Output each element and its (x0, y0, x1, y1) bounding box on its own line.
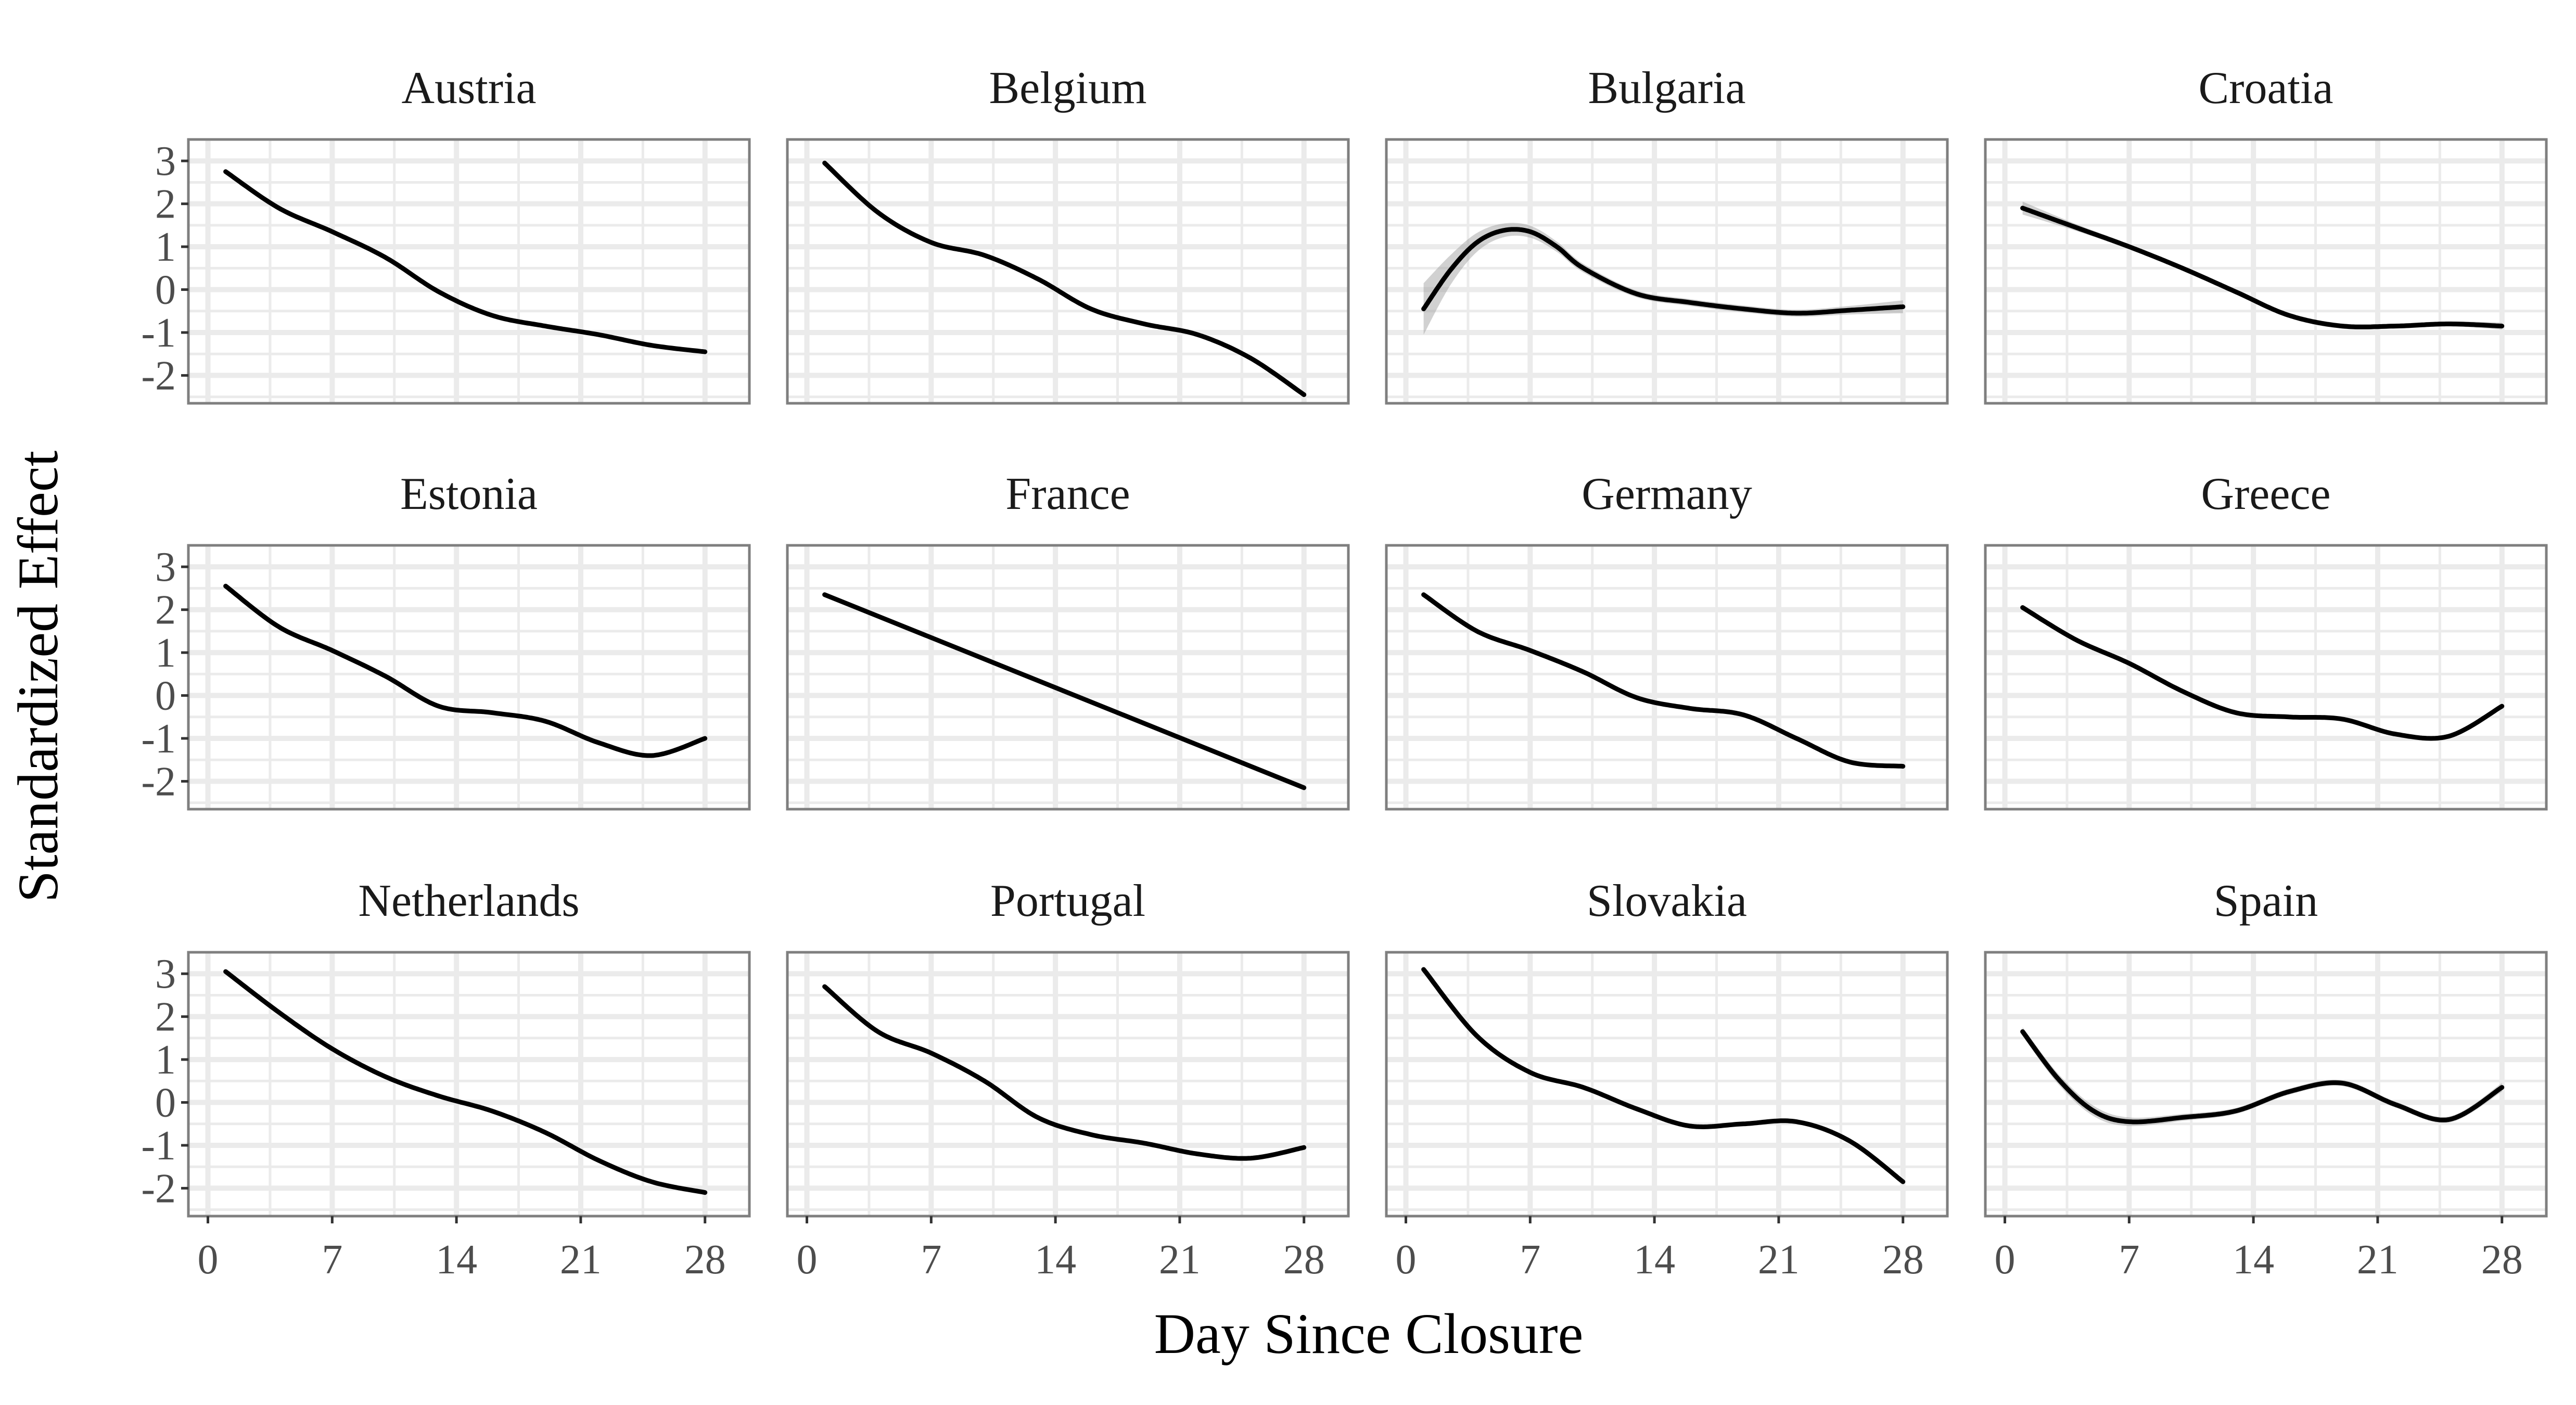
x-tick-label: 21 (2357, 1237, 2399, 1283)
panel-france: France (786, 469, 1350, 811)
y-tick-label: 1 (155, 630, 176, 676)
panel-border (786, 544, 1350, 811)
x-tick-label: 0 (797, 1237, 818, 1283)
effect-line (2020, 605, 2505, 741)
y-tick-label: -2 (141, 1166, 176, 1211)
panel-greece: Greece (1984, 469, 2548, 811)
y-tick-label: 2 (155, 587, 176, 633)
effect-line (1421, 592, 1906, 769)
x-tick-label: 0 (1396, 1237, 1417, 1283)
panel-title: Netherlands (358, 876, 579, 926)
panel-border (187, 138, 751, 405)
x-tick-label: 28 (1283, 1237, 1325, 1283)
panel-border (1984, 951, 2548, 1218)
panel-border (187, 951, 751, 1218)
effect-line (822, 592, 1307, 790)
panel-title: Portugal (990, 876, 1145, 926)
panel-title: Belgium (989, 63, 1146, 113)
effect-line (223, 583, 708, 758)
x-tick-label: 14 (1035, 1237, 1076, 1283)
panel-title: Bulgaria (1588, 63, 1745, 113)
y-tick-label: 1 (155, 224, 176, 270)
x-tick-label: 28 (2481, 1237, 2523, 1283)
panel-border (1984, 138, 2548, 405)
panel-title: Spain (2214, 876, 2318, 926)
panel-portugal: Portugal 0 7 14 21 28 (786, 876, 1350, 1283)
panel-title: Slovakia (1587, 876, 1747, 926)
panel-belgium: Belgium (786, 63, 1350, 405)
x-tick-label: 0 (1995, 1237, 2016, 1283)
y-tick-label: -2 (141, 759, 176, 804)
x-tick-label: 21 (1758, 1237, 1800, 1283)
y-tick-label: 1 (155, 1037, 176, 1083)
effect-line (1421, 227, 1906, 316)
panel-border (1984, 544, 2548, 811)
panel-croatia: Croatia (1984, 63, 2548, 405)
x-tick-label: 7 (2119, 1237, 2139, 1283)
x-tick-label: 7 (322, 1237, 342, 1283)
panel-border (1385, 544, 1949, 811)
panel-border (786, 951, 1350, 1218)
panel-border (1385, 951, 1949, 1218)
x-tick-label: 14 (1634, 1237, 1675, 1283)
effect-line (822, 984, 1307, 1161)
panel-title: Estonia (400, 469, 538, 519)
effect-line (1421, 967, 1906, 1184)
effect-line (822, 160, 1307, 397)
x-tick-label: 0 (198, 1237, 219, 1283)
x-tick-label: 21 (560, 1237, 602, 1283)
x-tick-label: 28 (1882, 1237, 1924, 1283)
effect-line (2020, 1029, 2505, 1125)
y-tick-label: 3 (155, 138, 176, 184)
y-tick-label: 0 (155, 1080, 176, 1126)
panel-title: Germany (1582, 469, 1752, 519)
panel-border (187, 544, 751, 811)
y-tick-label: 2 (155, 182, 176, 227)
x-axis-title: Day Since Closure (1154, 1302, 1584, 1365)
y-axis-title: Standardized Effect (6, 451, 70, 902)
x-tick-label: 7 (1520, 1237, 1540, 1283)
y-tick-label: -1 (141, 716, 176, 762)
panel-title: Croatia (2198, 63, 2333, 113)
y-tick-label: 0 (155, 673, 176, 719)
y-tick-label: -2 (141, 353, 176, 399)
effect-line (223, 169, 708, 354)
x-tick-label: 7 (921, 1237, 941, 1283)
y-tick-label: -1 (141, 310, 176, 356)
panel-title: Greece (2201, 469, 2330, 519)
y-tick-label: 2 (155, 994, 176, 1040)
x-tick-label: 21 (1159, 1237, 1201, 1283)
x-tick-label: 28 (684, 1237, 726, 1283)
x-tick-label: 14 (436, 1237, 477, 1283)
panel-germany: Germany (1385, 469, 1949, 811)
y-tick-label: -1 (141, 1123, 176, 1169)
panel-border (786, 138, 1350, 405)
panel-title: Austria (401, 63, 536, 113)
y-tick-label: 3 (155, 544, 176, 590)
panel-spain: Spain 0 7 14 21 28 (1984, 876, 2548, 1283)
panel-slovakia: Slovakia 0 7 14 21 28 (1385, 876, 1949, 1283)
effect-line (223, 969, 708, 1195)
y-tick-label: 3 (155, 951, 176, 997)
x-tick-label: 14 (2233, 1237, 2274, 1283)
panel-border (1385, 138, 1949, 405)
panel-title: France (1005, 469, 1130, 519)
panel-bulgaria: Bulgaria (1385, 63, 1949, 405)
effect-line (2020, 206, 2505, 329)
y-tick-label: 0 (155, 267, 176, 313)
